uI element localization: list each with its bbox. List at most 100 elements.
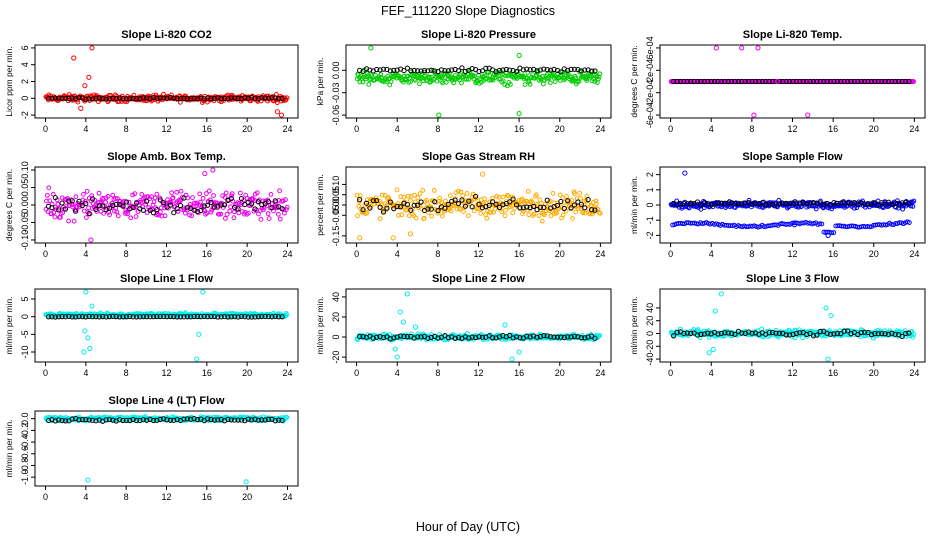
- series-points: [668, 291, 917, 362]
- data-point: [715, 200, 721, 206]
- data-point: [194, 203, 200, 209]
- y-tick-label: -1: [645, 216, 655, 224]
- data-point: [865, 78, 871, 85]
- y-tick-label: 0.10: [20, 161, 30, 179]
- data-point: [218, 202, 224, 208]
- data-point: [144, 417, 150, 423]
- data-point: [394, 187, 400, 193]
- data-point: [493, 201, 499, 207]
- data-point: [413, 215, 419, 221]
- data-point: [123, 96, 129, 102]
- data-point: [238, 313, 245, 320]
- data-point: [715, 331, 721, 337]
- data-point: [93, 314, 99, 320]
- data-point: [113, 314, 119, 320]
- x-tick-label: 16: [828, 368, 838, 378]
- data-point: [83, 96, 89, 102]
- data-point: [582, 205, 588, 211]
- data-point: [684, 330, 690, 336]
- data-point: [834, 78, 840, 85]
- data-point: [421, 215, 427, 221]
- data-point: [701, 331, 707, 337]
- data-point: [427, 74, 432, 80]
- data-point: [276, 417, 282, 423]
- data-point: [171, 210, 177, 216]
- data-point: [742, 78, 748, 85]
- data-point: [541, 204, 547, 210]
- y-tick-label: -0.2: [20, 423, 30, 439]
- data-point: [749, 330, 755, 336]
- data-point: [478, 210, 484, 216]
- data-point: [162, 213, 168, 219]
- data-point: [191, 95, 197, 101]
- data-point: [715, 78, 721, 85]
- data-point: [838, 78, 844, 85]
- y-tick-label: -0.15: [331, 226, 341, 247]
- data-point: [479, 334, 486, 340]
- y-axis-label: ml/min per min.: [4, 419, 14, 477]
- data-point: [388, 79, 394, 85]
- data-point: [89, 303, 95, 309]
- data-point: [872, 200, 878, 206]
- data-point: [140, 95, 146, 101]
- data-point: [911, 79, 916, 84]
- data-point: [47, 198, 53, 204]
- data-point: [481, 196, 487, 202]
- series-points: [668, 170, 917, 238]
- data-point: [200, 195, 206, 201]
- y-axis-label: ml/min per min.: [629, 296, 639, 354]
- data-point: [911, 198, 917, 204]
- x-tick-label: 16: [202, 368, 212, 378]
- data-point: [255, 314, 261, 320]
- data-point: [705, 78, 711, 85]
- data-point: [133, 200, 140, 206]
- data-point: [520, 67, 526, 73]
- data-point: [238, 417, 245, 423]
- y-tick-label: 0.00: [20, 196, 30, 214]
- data-point: [713, 45, 719, 51]
- data-point: [524, 204, 530, 210]
- data-point: [445, 335, 451, 341]
- data-point: [418, 334, 424, 340]
- x-tick-label: 16: [202, 492, 212, 502]
- data-point: [175, 209, 181, 214]
- data-point: [862, 329, 868, 335]
- data-point: [120, 417, 126, 424]
- data-point: [66, 95, 72, 102]
- data-point: [790, 78, 796, 85]
- data-point: [507, 332, 513, 338]
- data-point: [184, 314, 190, 320]
- data-point: [397, 204, 404, 210]
- x-tick-label: 0: [43, 124, 48, 134]
- data-point: [379, 192, 385, 198]
- data-point: [252, 206, 258, 212]
- data-point: [62, 314, 69, 320]
- data-point: [218, 314, 224, 320]
- data-point: [249, 94, 255, 101]
- data-point: [89, 96, 96, 102]
- data-point: [513, 68, 520, 75]
- data-point: [831, 230, 837, 235]
- data-point: [670, 222, 676, 228]
- data-point: [524, 333, 530, 339]
- data-point: [397, 333, 404, 339]
- data-point: [536, 213, 542, 219]
- data-point: [223, 190, 229, 196]
- data-point: [565, 198, 571, 204]
- y-tick-label: 0.00: [331, 196, 341, 214]
- data-point: [554, 202, 561, 209]
- data-point: [691, 78, 697, 85]
- data-point: [437, 195, 442, 201]
- data-point: [56, 417, 62, 423]
- data-point: [167, 202, 173, 208]
- data-point: [238, 96, 245, 102]
- data-point: [541, 333, 547, 339]
- data-point: [272, 95, 278, 101]
- data-point: [408, 198, 413, 203]
- data-point: [150, 94, 157, 101]
- panel-title: Slope Line 1 Flow: [120, 273, 213, 285]
- data-point: [838, 200, 844, 206]
- data-point: [706, 350, 712, 356]
- y-tick-label: -0.03: [331, 82, 341, 103]
